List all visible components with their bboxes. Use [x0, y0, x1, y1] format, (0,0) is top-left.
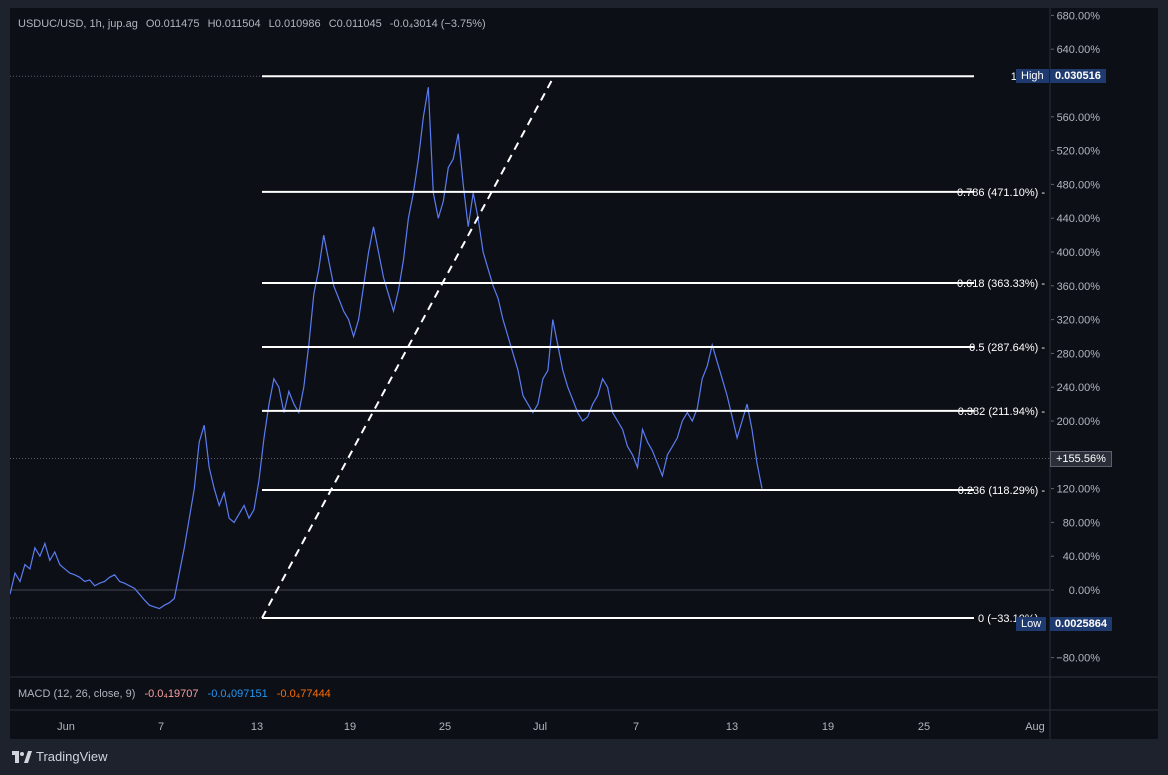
- fib-level-label: 0.5 (287.64%) -: [969, 342, 1045, 354]
- tradingview-brand[interactable]: TradingView: [12, 749, 108, 764]
- change-value: -0.0₄3014 (−3.75%): [389, 18, 486, 30]
- low-label: Low: [1021, 618, 1042, 630]
- current-percent: +155.56%: [1056, 453, 1106, 465]
- macd-value-2: -0.0₄097151: [207, 688, 268, 700]
- macd-value-1: -0.0₄19707: [144, 688, 199, 700]
- price-tick-label: 280.00%: [1057, 348, 1101, 360]
- price-tick-label: −80.00%: [1056, 653, 1100, 665]
- high-value: H0.011504: [207, 18, 261, 30]
- high-price: 0.030516: [1055, 70, 1101, 82]
- macd-legend: MACD (12, 26, close, 9) -0.0₄19707 -0.0₄…: [18, 688, 337, 700]
- low-value: L0.010986: [268, 18, 321, 30]
- time-tick-label: 7: [633, 721, 639, 733]
- brand-name: TradingView: [36, 749, 108, 764]
- price-tick-label: 520.00%: [1057, 146, 1101, 158]
- time-tick-label: 19: [344, 721, 356, 733]
- price-tick-label: 320.00%: [1057, 315, 1101, 327]
- price-tick-label: 560.00%: [1057, 112, 1101, 124]
- time-tick-label: 19: [822, 721, 834, 733]
- time-tick-label: 7: [158, 721, 164, 733]
- price-tick-label: 120.00%: [1057, 484, 1101, 496]
- time-tick-label: Jul: [533, 721, 547, 733]
- price-line: [10, 87, 763, 610]
- high-badge: High: [1016, 69, 1049, 83]
- tradingview-logo-icon: [12, 750, 32, 763]
- time-tick-label: 25: [918, 721, 930, 733]
- chart-pane[interactable]: 680.00% 640.00% 560.00% 520.00% 480.00% 440.0…: [10, 8, 1158, 739]
- high-price-badge: 0.030516: [1050, 69, 1106, 83]
- price-tick-label: 40.00%: [1063, 551, 1101, 563]
- price-tick-label: 80.00%: [1063, 517, 1101, 529]
- low-price: 0.0025864: [1055, 618, 1107, 630]
- price-tick-label: 0.00%: [1069, 585, 1100, 597]
- price-tick-label: 200.00%: [1057, 416, 1101, 428]
- fib-level-label: 0.236 (118.29%) -: [958, 485, 1046, 497]
- current-badge: +155.56%: [1050, 451, 1112, 467]
- low-badge: Low: [1016, 617, 1047, 631]
- symbol-label[interactable]: USDUC/USD, 1h, jup.ag: [18, 18, 138, 30]
- macd-label[interactable]: MACD (12, 26, close, 9): [18, 688, 136, 700]
- time-tick-label: 13: [726, 721, 738, 733]
- fib-level-label: 0.618 (363.33%) -: [957, 278, 1045, 290]
- fib-trend-line: [261, 75, 555, 619]
- low-price-badge: 0.0025864: [1050, 617, 1112, 631]
- open-value: O0.011475: [145, 18, 200, 30]
- price-tick-label: 440.00%: [1057, 213, 1101, 225]
- price-tick-label: 240.00%: [1057, 382, 1101, 394]
- price-tick-label: 680.00%: [1057, 10, 1101, 22]
- fib-level-label: 0.382 (211.94%) -: [958, 406, 1046, 418]
- fib-level-label: 0.786 (471.10%) -: [957, 187, 1045, 199]
- macd-value-3: -0.0₄77444: [276, 688, 331, 700]
- ohlc-header: USDUC/USD, 1h, jup.ag O0.011475 H0.01150…: [18, 18, 491, 30]
- price-tick-label: 400.00%: [1057, 247, 1101, 259]
- price-tick-label: 640.00%: [1057, 44, 1101, 56]
- time-tick-label: Aug: [1025, 721, 1045, 733]
- price-tick-label: 480.00%: [1057, 179, 1101, 191]
- time-tick-label: Jun: [57, 721, 75, 733]
- high-label: High: [1021, 70, 1044, 82]
- price-tick-label: 360.00%: [1057, 281, 1101, 293]
- chart-canvas[interactable]: 680.00% 640.00% 560.00% 520.00% 480.00% 440.0…: [10, 8, 1158, 739]
- time-tick-label: 13: [251, 721, 263, 733]
- close-value: C0.011045: [328, 18, 382, 30]
- time-tick-label: 25: [439, 721, 451, 733]
